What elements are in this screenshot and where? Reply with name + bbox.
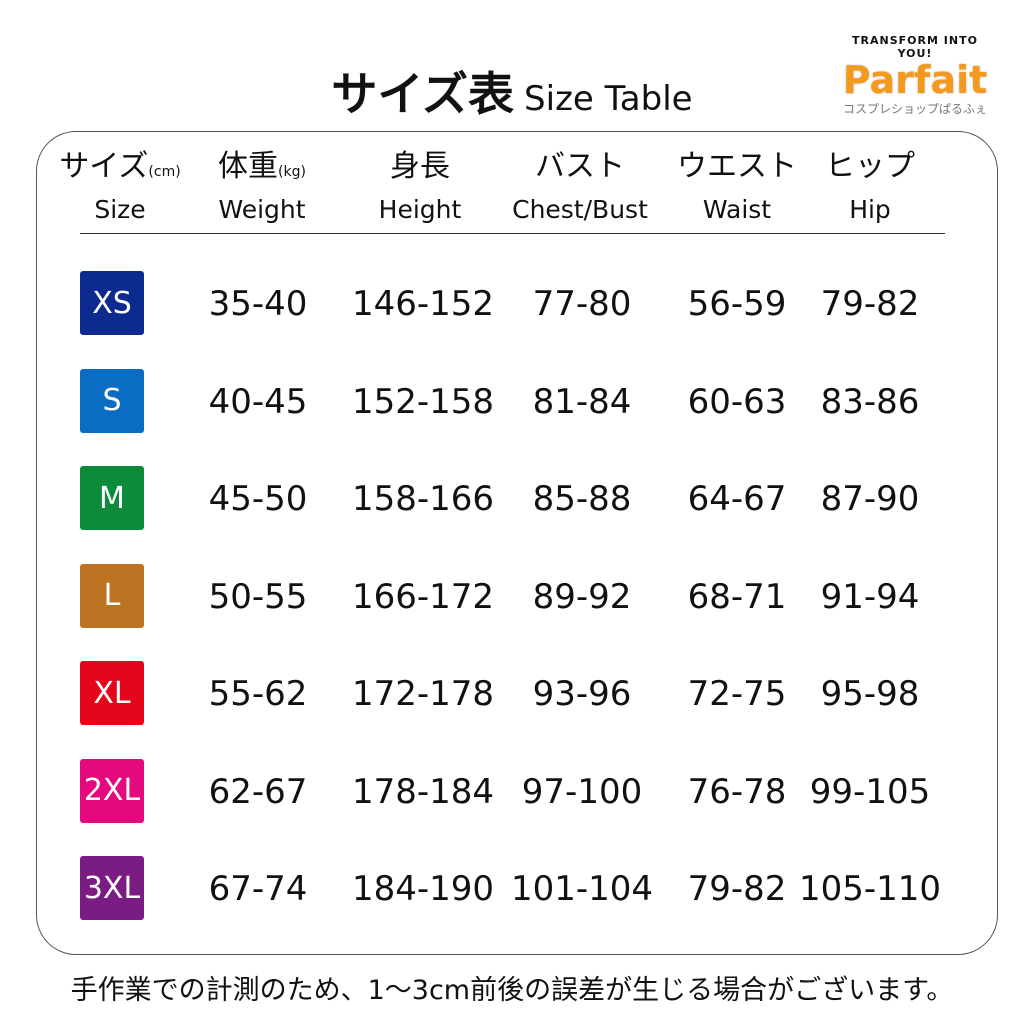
cell-height: 172-178 [351, 674, 495, 714]
cell-height: 146-152 [351, 284, 495, 324]
header-jp: 身長 [390, 149, 450, 184]
header-unit: (cm) [148, 164, 181, 180]
cell-bust: 97-100 [521, 771, 643, 812]
cell-waist: 79-82 [687, 869, 787, 909]
cell-hip: 105-110 [798, 869, 942, 909]
header-en: Size [94, 195, 146, 224]
title-jp: サイズ表 [331, 67, 515, 121]
cell-hip: 79-82 [820, 284, 920, 324]
cell-hip: 95-98 [820, 674, 920, 714]
table-row: L 50-55 166-172 89-92 68-71 91-94 [0, 563, 1024, 630]
header-bust: バスト Chest/Bust [512, 148, 648, 229]
size-badge: 2XL [80, 758, 144, 823]
header-en: Height [378, 195, 462, 224]
cell-height: 158-166 [351, 479, 495, 519]
header-jp: サイズ [59, 149, 149, 184]
header-en: Chest/Bust [512, 195, 648, 224]
cell-hip: 91-94 [820, 576, 920, 617]
cell-bust: 101-104 [510, 869, 654, 909]
cell-waist: 56-59 [687, 284, 787, 324]
size-badge: S [80, 368, 144, 433]
cell-hip: 87-90 [820, 479, 920, 519]
size-badge: M [80, 466, 144, 530]
cell-waist: 72-75 [687, 674, 787, 714]
cell-height: 152-158 [351, 381, 495, 422]
header-divider [80, 233, 945, 234]
header-en: Hip [849, 195, 891, 224]
page-title: サイズ表 Size Table [0, 58, 1024, 124]
cell-bust: 89-92 [532, 576, 632, 617]
logo-tagline: TRANSFORM INTO YOU! [852, 34, 978, 60]
cell-bust: 85-88 [532, 479, 632, 519]
cell-waist: 76-78 [687, 771, 787, 812]
size-badge: XS [80, 271, 144, 335]
logo-brand: Parfait [842, 58, 988, 102]
cell-bust: 93-96 [532, 674, 632, 714]
header-hip: ヒップ Hip [825, 148, 915, 229]
cell-hip: 99-105 [809, 771, 931, 812]
table-row: M 45-50 158-166 85-88 64-67 87-90 [0, 466, 1024, 532]
cell-bust: 77-80 [532, 284, 632, 324]
cell-weight: 40-45 [208, 381, 308, 422]
table-row: XL 55-62 172-178 93-96 72-75 95-98 [0, 661, 1024, 727]
table-row: S 40-45 152-158 81-84 60-63 83-86 [0, 368, 1024, 435]
table-row: 2XL 62-67 178-184 97-100 76-78 99-105 [0, 758, 1024, 825]
cell-weight: 67-74 [208, 869, 308, 909]
cell-waist: 64-67 [687, 479, 787, 519]
title-en: Size Table [524, 79, 693, 119]
measurement-note: 手作業での計測のため、1〜3cm前後の誤差が生じる場合がございます。 [70, 975, 954, 1006]
header-weight: 体重(kg) Weight [218, 148, 306, 229]
cell-weight: 55-62 [208, 674, 308, 714]
header-size: サイズ(cm) Size [59, 148, 180, 229]
logo-sub: コスプレショップぱるふぇ [842, 102, 987, 116]
header-en: Weight [218, 195, 306, 224]
size-badge: XL [80, 661, 144, 725]
header-height: 身長 Height [379, 148, 462, 229]
cell-weight: 45-50 [208, 479, 308, 519]
header-jp: ヒップ [825, 149, 915, 184]
cell-weight: 50-55 [208, 576, 308, 617]
cell-bust: 81-84 [532, 381, 632, 422]
header-jp: バスト [534, 149, 625, 184]
cell-waist: 68-71 [687, 576, 787, 617]
cell-hip: 83-86 [820, 381, 920, 422]
header-waist: ウエスト Waist [677, 148, 797, 229]
cell-waist: 60-63 [687, 381, 787, 422]
table-row: XS 35-40 146-152 77-80 56-59 79-82 [0, 271, 1024, 337]
size-badge: L [80, 563, 144, 628]
table-row: 3XL 67-74 184-190 101-104 79-82 105-110 [0, 856, 1024, 922]
parfait-logo: TRANSFORM INTO YOU! Parfait コスプレショップぱるふぇ [835, 34, 995, 117]
header-unit: (kg) [278, 164, 306, 180]
size-badge: 3XL [80, 856, 144, 920]
header-en: Waist [702, 195, 772, 224]
cell-height: 166-172 [351, 576, 495, 617]
size-table-frame [36, 131, 998, 955]
header-jp: ウエスト [677, 149, 797, 184]
cell-weight: 62-67 [208, 771, 308, 812]
header-jp: 体重 [218, 149, 279, 184]
cell-height: 178-184 [351, 771, 495, 812]
cell-weight: 35-40 [208, 284, 308, 324]
cell-height: 184-190 [351, 869, 495, 909]
